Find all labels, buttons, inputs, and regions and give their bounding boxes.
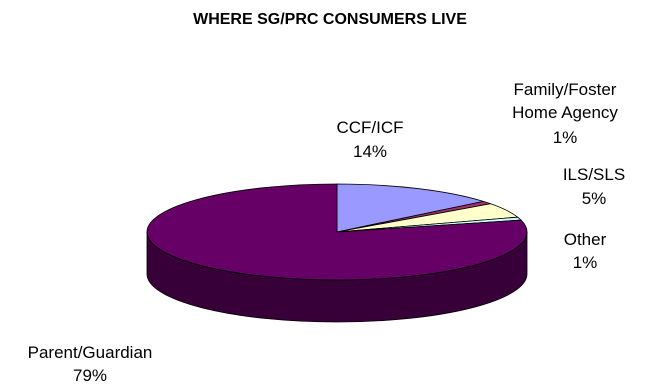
chart-title: WHERE SG/PRC CONSUMERS LIVE bbox=[193, 11, 467, 28]
slice-label-family-foster: Family/Foster Home Agency 1% bbox=[512, 80, 618, 147]
slice-label-parent-guardian: Parent/Guardian 79% bbox=[28, 343, 153, 385]
slice-percent-parent-guardian: 79% bbox=[73, 366, 107, 385]
slice-label-other: Other 1% bbox=[564, 230, 607, 272]
pie-slice-ccf-icf bbox=[336, 183, 484, 233]
pie-top-face bbox=[146, 183, 528, 281]
slice-percent-family-foster: 1% bbox=[553, 128, 578, 147]
slice-name-ccf-icf: CCF/ICF bbox=[336, 118, 403, 137]
slice-name-ils-sls: ILS/SLS bbox=[563, 165, 625, 184]
slice-label-ils-sls: ILS/SLS 5% bbox=[563, 165, 625, 208]
pie-slice-parent-guardian bbox=[146, 183, 528, 281]
slice-percent-other: 1% bbox=[573, 253, 598, 272]
slice-name-family-foster-line2: Home Agency bbox=[512, 103, 618, 122]
slice-name-family-foster-line1: Family/Foster bbox=[514, 80, 617, 99]
slice-label-ccf-icf: CCF/ICF 14% bbox=[336, 118, 403, 161]
slice-name-parent-guardian: Parent/Guardian bbox=[28, 343, 153, 362]
slice-percent-ccf-icf: 14% bbox=[353, 142, 387, 161]
slice-name-other: Other bbox=[564, 230, 607, 249]
slice-percent-ils-sls: 5% bbox=[582, 189, 607, 208]
